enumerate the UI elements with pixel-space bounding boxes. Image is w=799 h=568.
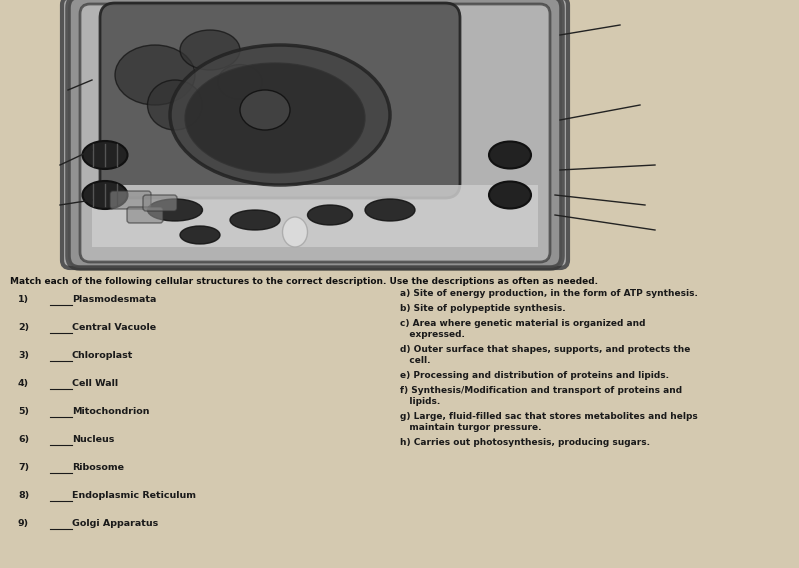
Text: Golgi Apparatus: Golgi Apparatus — [72, 519, 158, 528]
Text: 5): 5) — [18, 407, 29, 416]
Text: d) Outer surface that shapes, supports, and protects the
   cell.: d) Outer surface that shapes, supports, … — [400, 345, 690, 365]
Text: Match each of the following cellular structures to the correct description. Use : Match each of the following cellular str… — [10, 277, 598, 286]
Text: Endoplasmic Reticulum: Endoplasmic Reticulum — [72, 491, 196, 500]
Ellipse shape — [489, 141, 531, 169]
FancyBboxPatch shape — [143, 195, 177, 211]
Text: 3): 3) — [18, 351, 29, 360]
Ellipse shape — [185, 63, 365, 173]
FancyBboxPatch shape — [127, 207, 163, 223]
Text: 7): 7) — [18, 463, 29, 472]
Ellipse shape — [115, 45, 195, 105]
Ellipse shape — [230, 210, 280, 230]
Text: b) Site of polypeptide synthesis.: b) Site of polypeptide synthesis. — [400, 304, 566, 313]
Text: e) Processing and distribution of proteins and lipids.: e) Processing and distribution of protei… — [400, 371, 669, 380]
Text: Nucleus: Nucleus — [72, 435, 114, 444]
Text: 2): 2) — [18, 323, 29, 332]
Text: h) Carries out photosynthesis, producing sugars.: h) Carries out photosynthesis, producing… — [400, 438, 650, 447]
Text: 1): 1) — [18, 295, 29, 304]
FancyBboxPatch shape — [92, 185, 538, 247]
Ellipse shape — [180, 226, 220, 244]
Ellipse shape — [283, 217, 308, 247]
Text: Central Vacuole: Central Vacuole — [72, 323, 156, 332]
Ellipse shape — [489, 182, 531, 208]
Text: 8): 8) — [18, 491, 30, 500]
Ellipse shape — [217, 65, 263, 99]
Ellipse shape — [148, 199, 202, 221]
FancyBboxPatch shape — [80, 4, 550, 262]
FancyBboxPatch shape — [62, 0, 568, 268]
Ellipse shape — [365, 199, 415, 221]
FancyBboxPatch shape — [110, 191, 151, 209]
Ellipse shape — [308, 205, 352, 225]
Text: a) Site of energy production, in the form of ATP synthesis.: a) Site of energy production, in the for… — [400, 289, 698, 298]
Text: f) Synthesis/Modification and transport of proteins and
   lipids.: f) Synthesis/Modification and transport … — [400, 386, 682, 406]
Text: Plasmodesmata: Plasmodesmata — [72, 295, 157, 304]
Ellipse shape — [82, 141, 128, 169]
Ellipse shape — [148, 80, 202, 130]
Ellipse shape — [180, 30, 240, 70]
Ellipse shape — [82, 181, 128, 209]
Ellipse shape — [170, 45, 390, 185]
Text: 9): 9) — [18, 519, 29, 528]
Text: c) Area where genetic material is organized and
   expressed.: c) Area where genetic material is organi… — [400, 319, 646, 339]
Text: 6): 6) — [18, 435, 29, 444]
Text: 4): 4) — [18, 379, 29, 388]
Text: Cell Wall: Cell Wall — [72, 379, 118, 388]
FancyBboxPatch shape — [68, 0, 562, 268]
Text: Ribosome: Ribosome — [72, 463, 124, 472]
Text: Chloroplast: Chloroplast — [72, 351, 133, 360]
Text: g) Large, fluid-filled sac that stores metabolites and helps
   maintain turgor : g) Large, fluid-filled sac that stores m… — [400, 412, 698, 432]
Ellipse shape — [240, 90, 290, 130]
FancyBboxPatch shape — [100, 3, 460, 198]
Text: Mitochondrion: Mitochondrion — [72, 407, 149, 416]
